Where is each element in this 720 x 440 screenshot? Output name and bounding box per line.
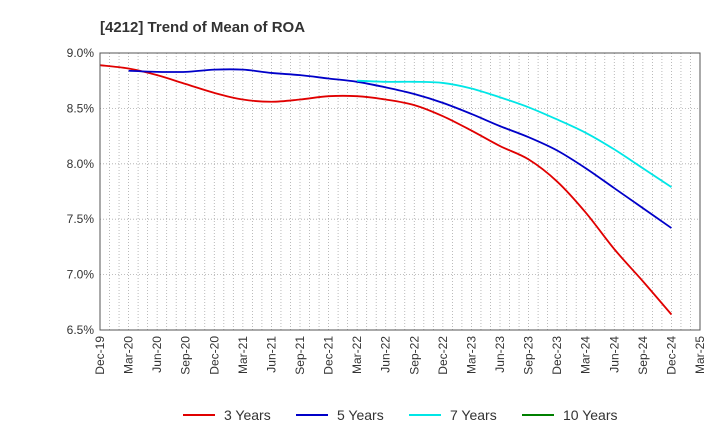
y-tick-label: 8.5% — [67, 101, 95, 115]
x-tick-label: Sep-23 — [522, 336, 536, 375]
y-tick-label: 7.5% — [67, 212, 95, 226]
x-tick-label: Dec-23 — [550, 336, 564, 375]
x-tick-label: Mar-24 — [579, 336, 593, 374]
x-tick-label: Dec-22 — [436, 336, 450, 375]
series-lines — [99, 64, 673, 316]
x-tick-label: Jun-22 — [379, 336, 393, 373]
x-tick-label: Dec-19 — [93, 336, 107, 375]
x-tick-label: Jun-24 — [607, 336, 621, 373]
x-tick-label: Mar-22 — [350, 336, 364, 374]
legend-label-7-years: 7 Years — [450, 407, 497, 423]
legend: 3 Years 5 Years 7 Years 10 Years — [183, 407, 618, 423]
y-tick-label: 8.0% — [67, 157, 95, 171]
x-tick-label: Mar-20 — [122, 336, 136, 374]
x-tick-label: Jun-20 — [150, 336, 164, 373]
legend-label-10-years: 10 Years — [563, 407, 618, 423]
y-tick-label: 6.5% — [67, 323, 95, 337]
x-tick-label: Dec-20 — [207, 336, 221, 375]
x-tick-label: Sep-21 — [293, 336, 307, 375]
x-tick-label: Jun-23 — [493, 336, 507, 373]
x-tick-label: Mar-25 — [693, 336, 707, 374]
plot-frame — [99, 52, 701, 331]
y-axis-tick-labels: 9.0% 8.5% 8.0% 7.5% 7.0% 6.5% — [67, 46, 95, 337]
legend-label-3-years: 3 Years — [224, 407, 271, 423]
x-tick-label: Jun-21 — [264, 336, 278, 373]
y-tick-label: 9.0% — [67, 46, 95, 60]
series-line-3-years — [99, 64, 673, 316]
x-tick-label: Dec-24 — [664, 336, 678, 375]
y-tick-label: 7.0% — [67, 268, 95, 282]
grid-lines — [100, 53, 700, 330]
x-tick-label: Sep-20 — [179, 336, 193, 375]
x-axis-tick-labels: Dec-19 Mar-20 Jun-20 Sep-20 Dec-20 Mar-21 Jun-… — [93, 336, 707, 375]
x-tick-label: Dec-21 — [322, 336, 336, 375]
x-tick-label: Mar-21 — [236, 336, 250, 374]
legend-label-5-years: 5 Years — [337, 407, 384, 423]
series-line-5-years — [128, 68, 672, 229]
series-line-7-years — [357, 79, 672, 188]
chart-title: [4212] Trend of Mean of ROA — [100, 19, 305, 36]
x-tick-label: Sep-24 — [636, 336, 650, 375]
x-tick-label: Sep-22 — [407, 336, 421, 375]
x-tick-label: Mar-23 — [464, 336, 478, 374]
